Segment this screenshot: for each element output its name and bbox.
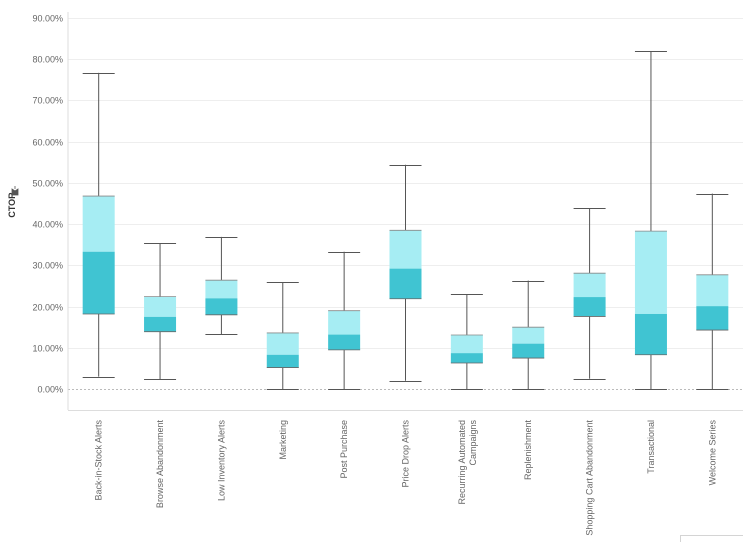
corner-frame	[680, 535, 743, 542]
box-10[interactable]	[634, 50, 667, 390]
box-7[interactable]	[450, 294, 483, 390]
category-label: Price Drop Alerts	[401, 420, 411, 488]
y-axis: 0.00% 10.00% 20.00% 30.00% 40.00% 50.00% 60.00…	[32, 12, 743, 411]
pin-icon	[11, 186, 19, 196]
category-label: Welcome Series	[707, 420, 717, 486]
y-tick-label: 70.00%	[32, 96, 63, 106]
y-tick-label: 30.00%	[32, 261, 63, 271]
y-tick-label: 60.00%	[32, 138, 63, 148]
category-label: Low Inventory Alerts	[216, 420, 226, 502]
upper-box	[266, 332, 299, 355]
x-axis-labels: Back-in-Stock Alerts Browse Abandonment Lo…	[94, 420, 718, 536]
box-2[interactable]	[144, 243, 177, 380]
category-label-line: Welcome Series	[707, 420, 717, 486]
box-6[interactable]	[389, 164, 422, 382]
category-label-line: Low Inventory Alerts	[216, 420, 226, 502]
category-label: Post Purchase	[339, 420, 349, 479]
lower-box	[82, 251, 115, 314]
y-tick-label: 80.00%	[32, 55, 63, 65]
category-label-line: Shopping Cart Abandonment	[585, 420, 595, 536]
upper-box	[82, 196, 115, 252]
box-9[interactable]	[573, 208, 606, 380]
box-3[interactable]	[205, 236, 238, 335]
box-4[interactable]	[266, 282, 299, 390]
upper-box	[696, 274, 729, 307]
upper-box	[144, 296, 177, 317]
lower-box	[205, 298, 238, 315]
category-label: Shopping Cart Abandonment	[585, 420, 595, 536]
box-8[interactable]	[512, 280, 545, 390]
lower-box	[450, 353, 483, 364]
category-label-line: Marketing	[278, 420, 288, 460]
y-tick-label: 40.00%	[32, 220, 63, 230]
category-label: Replenishment	[523, 420, 533, 481]
box-5[interactable]	[328, 251, 361, 390]
category-label-line: Recurring Automated	[457, 420, 467, 505]
box-11[interactable]	[696, 193, 729, 390]
category-label: Marketing	[278, 420, 288, 460]
category-label-line: Post Purchase	[339, 420, 349, 479]
lower-box	[144, 316, 177, 332]
category-label-line: Back-in-Stock Alerts	[94, 420, 104, 501]
lower-box	[512, 343, 545, 359]
category-label-line: Browse Abandonment	[155, 420, 165, 509]
category-label: Back-in-Stock Alerts	[94, 420, 104, 501]
lower-box	[696, 306, 729, 331]
lower-box	[634, 313, 667, 355]
category-label: Recurring AutomatedCampaigns	[457, 420, 478, 505]
category-label: Browse Abandonment	[155, 420, 165, 509]
y-tick-label: 50.00%	[32, 179, 63, 189]
y-axis-title: CTOR	[7, 192, 17, 218]
upper-box	[205, 280, 238, 299]
upper-box	[512, 327, 545, 344]
category-label-line: Transactional	[646, 420, 656, 474]
y-tick-label: 90.00%	[32, 14, 63, 24]
category-label-line: Price Drop Alerts	[401, 420, 411, 488]
lower-box	[389, 268, 422, 299]
category-label-line: Campaigns	[468, 420, 478, 466]
y-tick-label: 10.00%	[32, 344, 63, 354]
lower-box	[266, 354, 299, 368]
lower-box	[573, 297, 606, 317]
y-tick-label: 0.00%	[37, 385, 63, 395]
upper-box	[634, 231, 667, 314]
upper-box	[389, 230, 422, 269]
boxes	[82, 50, 729, 390]
box-1[interactable]	[82, 72, 115, 378]
lower-box	[328, 334, 361, 350]
upper-box	[573, 273, 606, 298]
upper-box	[450, 334, 483, 354]
category-label-line: Replenishment	[523, 420, 533, 481]
upper-box	[328, 310, 361, 335]
category-label: Transactional	[646, 420, 656, 474]
y-tick-label: 20.00%	[32, 303, 63, 313]
